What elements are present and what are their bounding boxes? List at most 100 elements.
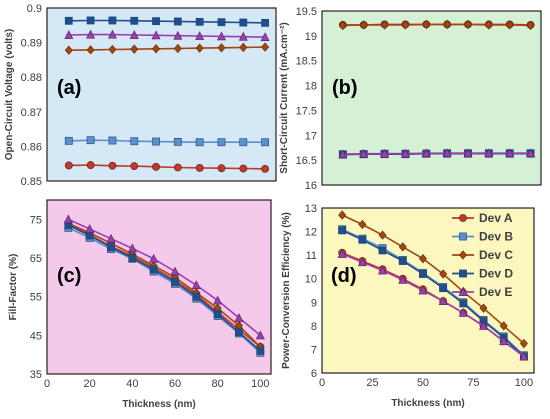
- panel-b-point-dev-e-9: [526, 148, 536, 158]
- panel-a-point-dev-a-1: [86, 161, 95, 169]
- panel-a-point-dev-e-7: [216, 31, 226, 41]
- panel-b-line-dev-c: [342, 23, 531, 27]
- panel-d-point-dev-e-5: [438, 296, 448, 306]
- legend-dev-e-swatch-marker: [458, 287, 468, 296]
- panel-a-point-dev-a-9: [261, 164, 269, 173]
- panel-d-point-dev-d-5: [439, 284, 448, 293]
- panel-d-line-dev-c: [341, 214, 525, 345]
- panel-d-point-dev-c-3: [398, 242, 407, 252]
- panel-a-point-dev-d-4: [152, 17, 160, 26]
- panel-d-xtick-100: 100: [515, 377, 533, 389]
- panel-d-ylabel: Power-Conversion Efficiency (%): [281, 212, 292, 369]
- panel-c-xtick-0: 0: [44, 378, 50, 390]
- panel-c-xtick-100: 100: [251, 378, 269, 390]
- panel-d-xtick-25: 25: [366, 377, 378, 389]
- panel-d-point-dev-e-0: [337, 249, 347, 258]
- panel-a-point-dev-d-8: [239, 18, 248, 27]
- panel-c-point-dev-e-8: [234, 313, 244, 322]
- panel-a-line-dev-a: [68, 164, 266, 170]
- panel-a-point-dev-e-3: [129, 30, 139, 39]
- panel-d-point-dev-e-2: [378, 265, 388, 275]
- panel-b-line-dev-e: [342, 152, 531, 155]
- panel-d-point-dev-c-7: [479, 303, 488, 313]
- panel-a-ylabel: Open-Circuit Voltage (volts): [4, 29, 15, 161]
- panel-a-point-dev-c-0: [64, 45, 73, 55]
- panel-a-line-dev-e: [68, 33, 266, 38]
- panel-d-xtick-50: 50: [417, 377, 429, 389]
- panel-a-point-dev-c-6: [195, 43, 204, 53]
- panel-b-label: (b): [332, 77, 358, 99]
- panel-d-ytick-13: 13: [305, 203, 317, 215]
- panel-c-label: (c): [57, 265, 81, 287]
- panel-c-series-dev-d: [64, 221, 265, 355]
- panel-c-ytick-45: 45: [30, 330, 42, 342]
- panel-d-ytick-11: 11: [306, 250, 317, 262]
- panel-c-series-dev-e: [63, 214, 265, 340]
- panel-b-point-dev-c-1: [359, 20, 368, 30]
- panel-d-point-dev-d-0: [338, 226, 347, 235]
- panel-c-point-dev-e-9: [255, 330, 265, 340]
- panel-d-point-dev-c-8: [499, 321, 508, 331]
- panel-b-point-dev-e-0: [338, 149, 348, 159]
- panel-b-point-dev-c-9: [526, 20, 535, 31]
- panel-a-point-dev-a-7: [217, 164, 226, 173]
- panel-b-point-dev-c-7: [484, 20, 493, 30]
- panel-c-ytick-55: 55: [30, 292, 42, 304]
- panel-c-point-dev-e-0: [63, 214, 73, 224]
- panel-a-point-dev-b-8: [239, 138, 248, 147]
- panel-c-point-dev-e-5: [170, 266, 180, 276]
- panel-a-point-dev-e-0: [64, 30, 74, 39]
- panel-a-point-dev-d-6: [195, 17, 204, 26]
- panel-a-ytick-0-88: 0.88: [21, 72, 42, 84]
- panel-d-ytick-9: 9: [311, 297, 317, 309]
- panel-d-point-dev-e-8: [499, 336, 509, 346]
- panel-a-ytick-0-9: 0.9: [27, 3, 42, 15]
- panel-b-ytick-17-5: 17.5: [296, 105, 317, 117]
- panel-c-point-dev-d-9: [256, 346, 265, 355]
- panel-a-point-dev-e-6: [195, 31, 205, 40]
- panel-d-line-dev-b: [341, 228, 525, 356]
- panel-b-point-dev-c-3: [401, 20, 410, 30]
- legend-dev-d-swatch-marker: [459, 269, 467, 278]
- panel-c-point-dev-d-1: [85, 231, 94, 240]
- panel-a-point-dev-b-1: [86, 136, 95, 145]
- panel-d-point-dev-c-0: [338, 210, 347, 220]
- panel-c-xtick-80: 80: [212, 378, 224, 390]
- panel-a-series-dev-c: [64, 42, 270, 55]
- panel-d-xtick-0: 0: [319, 377, 325, 389]
- panel-b-point-dev-e-1: [359, 148, 369, 158]
- panel-c-ytick-65: 65: [30, 253, 42, 265]
- panel-b-point-dev-c-4: [422, 19, 431, 30]
- panel-d-point-dev-e-7: [479, 320, 489, 330]
- panel-a-point-dev-a-2: [108, 161, 117, 170]
- panel-d-line-dev-d: [341, 229, 525, 358]
- panel-d-point-dev-c-9: [519, 338, 528, 349]
- panel-c-point-dev-d-3: [128, 254, 137, 262]
- panel-d-point-dev-d-1: [358, 235, 367, 244]
- legend-dev-d-label: Dev D: [479, 267, 513, 281]
- panel-a-series-dev-d: [64, 16, 269, 27]
- panel-d-point-dev-d-3: [398, 257, 407, 265]
- panel-b-ytick-16: 16: [305, 180, 317, 192]
- panel-c-point-dev-e-4: [149, 253, 159, 263]
- panel-c-line-dev-b: [67, 227, 261, 354]
- panel-a-point-dev-d-7: [217, 18, 226, 27]
- panel-a-point-dev-c-5: [173, 43, 182, 54]
- panel-a-point-dev-e-8: [238, 31, 248, 41]
- panel-a-point-dev-d-0: [64, 16, 73, 25]
- panel-b-ytick-19: 19: [305, 31, 317, 43]
- panel-c-point-dev-d-7: [213, 310, 222, 318]
- panel-b-point-dev-c-8: [505, 20, 514, 30]
- panel-b-ytick-19-5: 19.5: [296, 6, 317, 18]
- panel-a-point-dev-d-3: [130, 16, 139, 25]
- legend-dev-c-label: Dev C: [479, 248, 513, 262]
- panel-c-line-dev-d: [67, 224, 261, 352]
- panel-d-ytick-12: 12: [305, 227, 317, 239]
- panel-c-point-dev-d-4: [149, 265, 158, 274]
- panel-d-point-dev-e-1: [357, 257, 367, 267]
- panel-c-point-dev-e-6: [191, 280, 201, 289]
- panel-b-series-dev-c: [338, 19, 535, 31]
- panel-d-ytick-7: 7: [311, 344, 317, 356]
- panel-a-series-dev-b: [64, 136, 269, 147]
- panel-c-point-dev-e-1: [85, 224, 95, 233]
